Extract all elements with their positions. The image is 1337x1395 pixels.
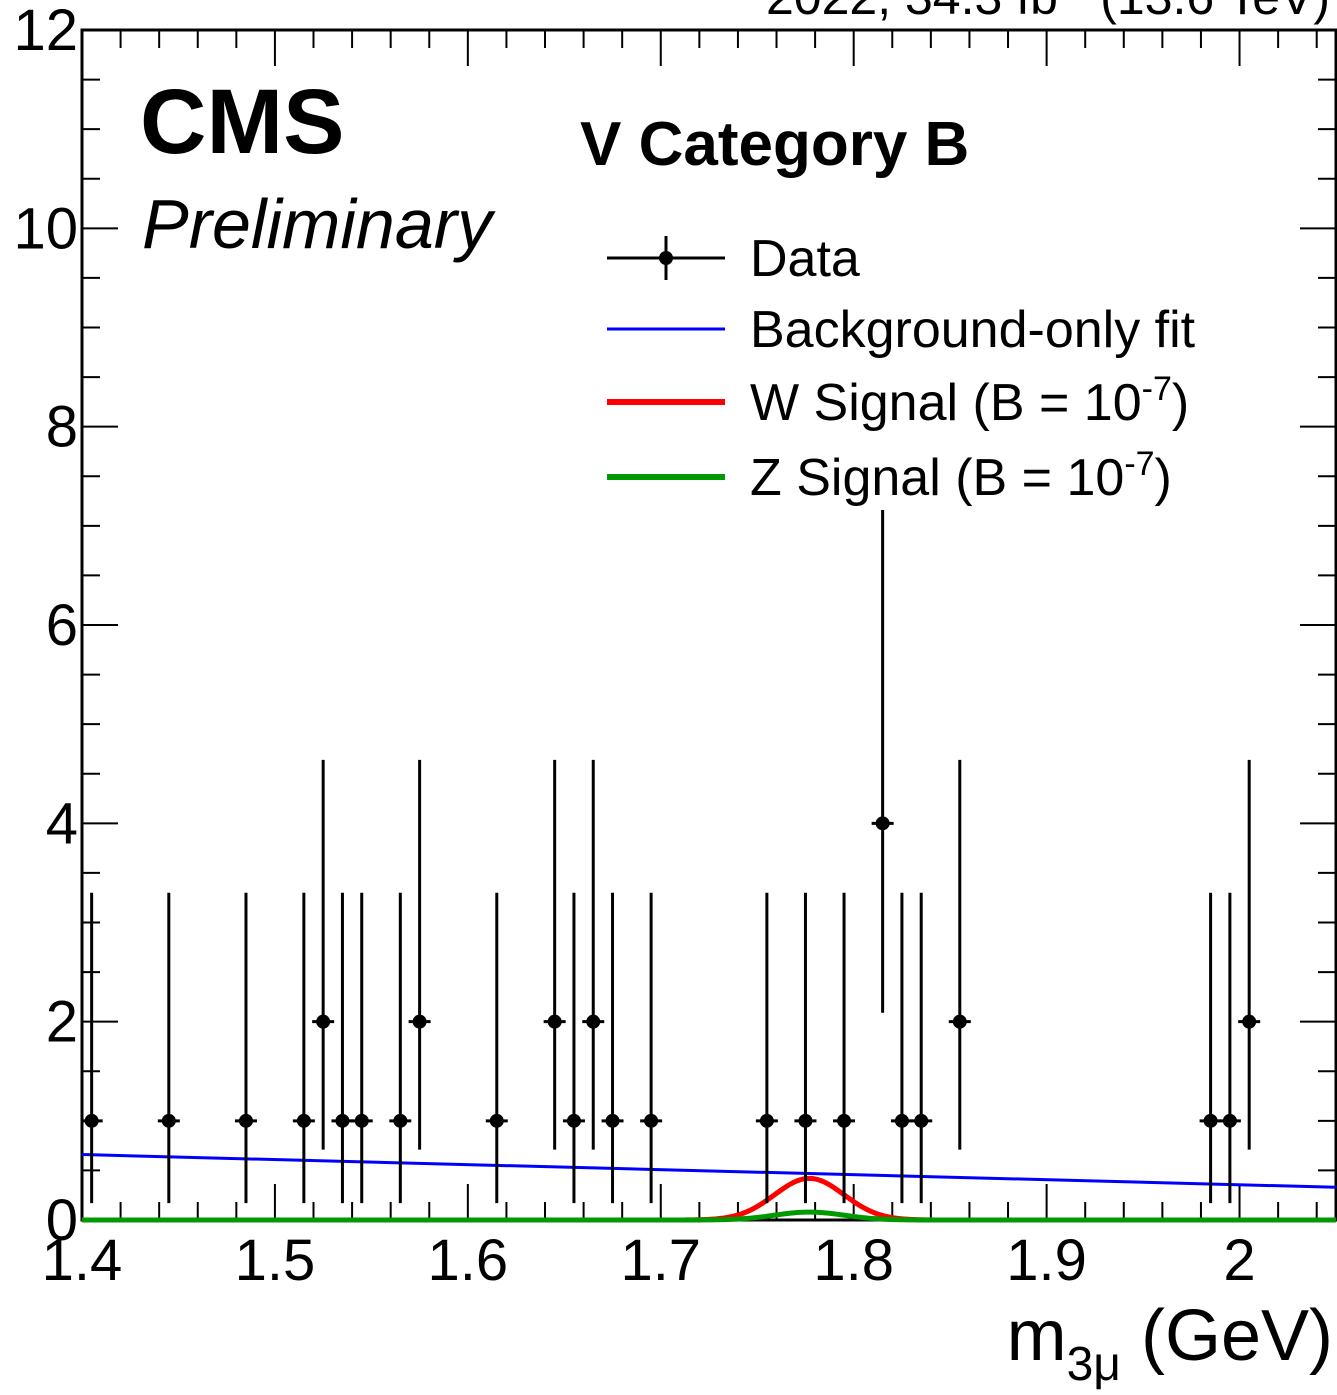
data-point-marker <box>566 1113 581 1128</box>
data-point <box>157 892 180 1204</box>
data-point-marker <box>238 1113 253 1128</box>
data-point <box>582 759 605 1150</box>
data-point <box>910 892 933 1204</box>
y-tick-label: 0 <box>46 1188 78 1253</box>
data-point-marker <box>1222 1113 1237 1128</box>
data-point <box>389 892 412 1204</box>
background-fit-line <box>81 1153 1337 1189</box>
x-tick-label: 1.4 <box>42 1228 123 1293</box>
data-point <box>1218 892 1241 1204</box>
status-label: Preliminary <box>142 185 496 263</box>
y-tick-label: 10 <box>13 196 78 261</box>
data-point <box>601 892 624 1204</box>
data-point-marker <box>489 1113 504 1128</box>
legend-label-zsig: Z Signal (B = 10-7) <box>750 445 1172 507</box>
data-point <box>485 892 508 1204</box>
data-point <box>1238 759 1261 1150</box>
data-point-marker <box>1242 1014 1257 1029</box>
data-point <box>890 892 913 1204</box>
x-tick-label: 1.7 <box>620 1228 701 1293</box>
legend: Data Background-only fit W Signal (B = 10-… <box>607 230 1196 507</box>
y-tick-label: 8 <box>46 395 78 460</box>
category-label: V Category B <box>580 110 969 179</box>
data-point <box>562 892 585 1204</box>
x-axis-title: m3μ (GeV) <box>1007 1296 1333 1391</box>
data-point-marker <box>335 1113 350 1128</box>
legend-label-data: Data <box>750 230 860 288</box>
data-point-marker <box>644 1113 659 1128</box>
data-point <box>755 892 778 1204</box>
data-point <box>871 509 894 1013</box>
data-point-marker <box>316 1014 331 1029</box>
data-point <box>234 892 257 1204</box>
y-tick-label: 4 <box>46 791 78 856</box>
x-tick-label: 1.6 <box>428 1228 509 1293</box>
data-point <box>292 892 315 1204</box>
data-points-layer <box>80 509 1261 1204</box>
data-point-marker <box>605 1113 620 1128</box>
z-signal-curve <box>82 1209 1336 1223</box>
x-tick-label: 2 <box>1223 1228 1255 1293</box>
data-point-marker <box>837 1113 852 1128</box>
legend-label-bkg: Background-only fit <box>750 301 1196 359</box>
data-point <box>1199 892 1222 1204</box>
data-point-marker <box>354 1113 369 1128</box>
x-tick-label: 1.8 <box>813 1228 894 1293</box>
data-point-marker <box>914 1113 929 1128</box>
data-point-marker <box>547 1014 562 1029</box>
y-tick-label: 2 <box>46 990 78 1055</box>
x-tick-label: 1.9 <box>1006 1228 1087 1293</box>
data-point-marker <box>875 816 890 831</box>
data-point <box>80 892 103 1204</box>
data-point-marker <box>894 1113 909 1128</box>
data-point <box>408 759 431 1150</box>
data-point <box>833 892 856 1204</box>
w-signal-curve <box>82 1175 1336 1223</box>
lumi-label: 2022, 34.3 fb-1 (13.6 TeV) <box>766 0 1330 25</box>
data-point-marker <box>1203 1113 1218 1128</box>
data-point-marker <box>586 1014 601 1029</box>
data-point <box>312 759 335 1150</box>
legend-entry-zsig: Z Signal (B = 10-7) <box>607 445 1172 507</box>
y-tick-label: 6 <box>46 593 78 658</box>
data-point <box>948 759 971 1150</box>
legend-entry-wsig: W Signal (B = 10-7) <box>607 370 1189 432</box>
legend-entry-data: Data <box>607 230 860 288</box>
data-point-marker <box>952 1014 967 1029</box>
data-point-marker <box>759 1113 774 1128</box>
data-point-marker <box>393 1113 408 1128</box>
y-tick-label: 12 <box>13 0 78 63</box>
data-point <box>543 759 566 1150</box>
legend-label-wsig: W Signal (B = 10-7) <box>750 370 1189 432</box>
curves-layer <box>81 1153 1337 1223</box>
experiment-label: CMS <box>140 71 344 173</box>
data-point <box>331 892 354 1204</box>
data-point-marker <box>412 1014 427 1029</box>
data-point <box>794 892 817 1204</box>
data-point-marker <box>296 1113 311 1128</box>
x-tick-label: 1.5 <box>235 1228 316 1293</box>
legend-entry-bkg: Background-only fit <box>607 301 1196 359</box>
legend-data-marker <box>659 251 673 265</box>
data-point <box>640 892 663 1204</box>
data-point <box>350 892 373 1204</box>
data-point-marker <box>798 1113 813 1128</box>
data-point-marker <box>161 1113 176 1128</box>
axes: 1.4 1.5 1.6 1.7 1.8 1.9 2 0 2 4 6 8 10 12 <box>13 0 1336 1293</box>
data-point-marker <box>84 1113 99 1128</box>
